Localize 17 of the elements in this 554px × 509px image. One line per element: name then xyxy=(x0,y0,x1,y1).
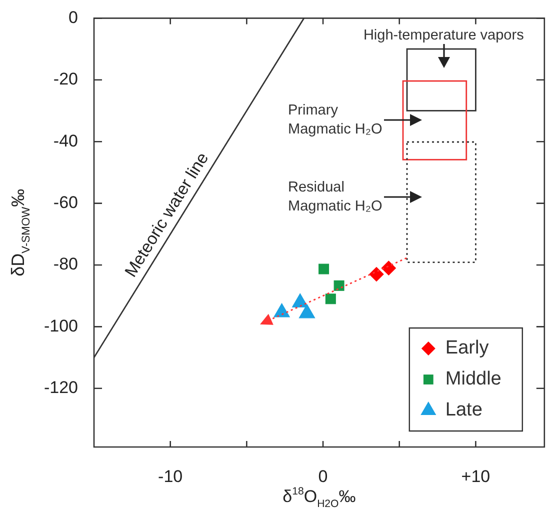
y-tick-label: -100 xyxy=(44,316,78,336)
y-axis-title: δDV-SMOW‰ xyxy=(8,188,32,276)
y-tick-label: -20 xyxy=(53,70,78,89)
y-tick-label: -40 xyxy=(53,131,78,150)
x-tick-label: -10 xyxy=(158,466,183,486)
legend-label: Early xyxy=(445,338,490,359)
annotation: Residual Magmatic H₂O xyxy=(288,180,382,215)
annotation: Primary Magmatic H₂O xyxy=(288,102,382,138)
y-tick-label: -80 xyxy=(53,254,78,274)
y-tick-label: -120 xyxy=(44,378,78,398)
y-tick-label: 0 xyxy=(68,8,78,27)
x-tick-label: 0 xyxy=(318,466,328,486)
y-tick-label: -60 xyxy=(53,192,78,212)
x-tick-label: +10 xyxy=(461,466,490,486)
annotation: High-temperature vapors xyxy=(363,28,524,44)
legend-label: Middle xyxy=(445,368,502,390)
legend-label: Late xyxy=(445,400,482,421)
